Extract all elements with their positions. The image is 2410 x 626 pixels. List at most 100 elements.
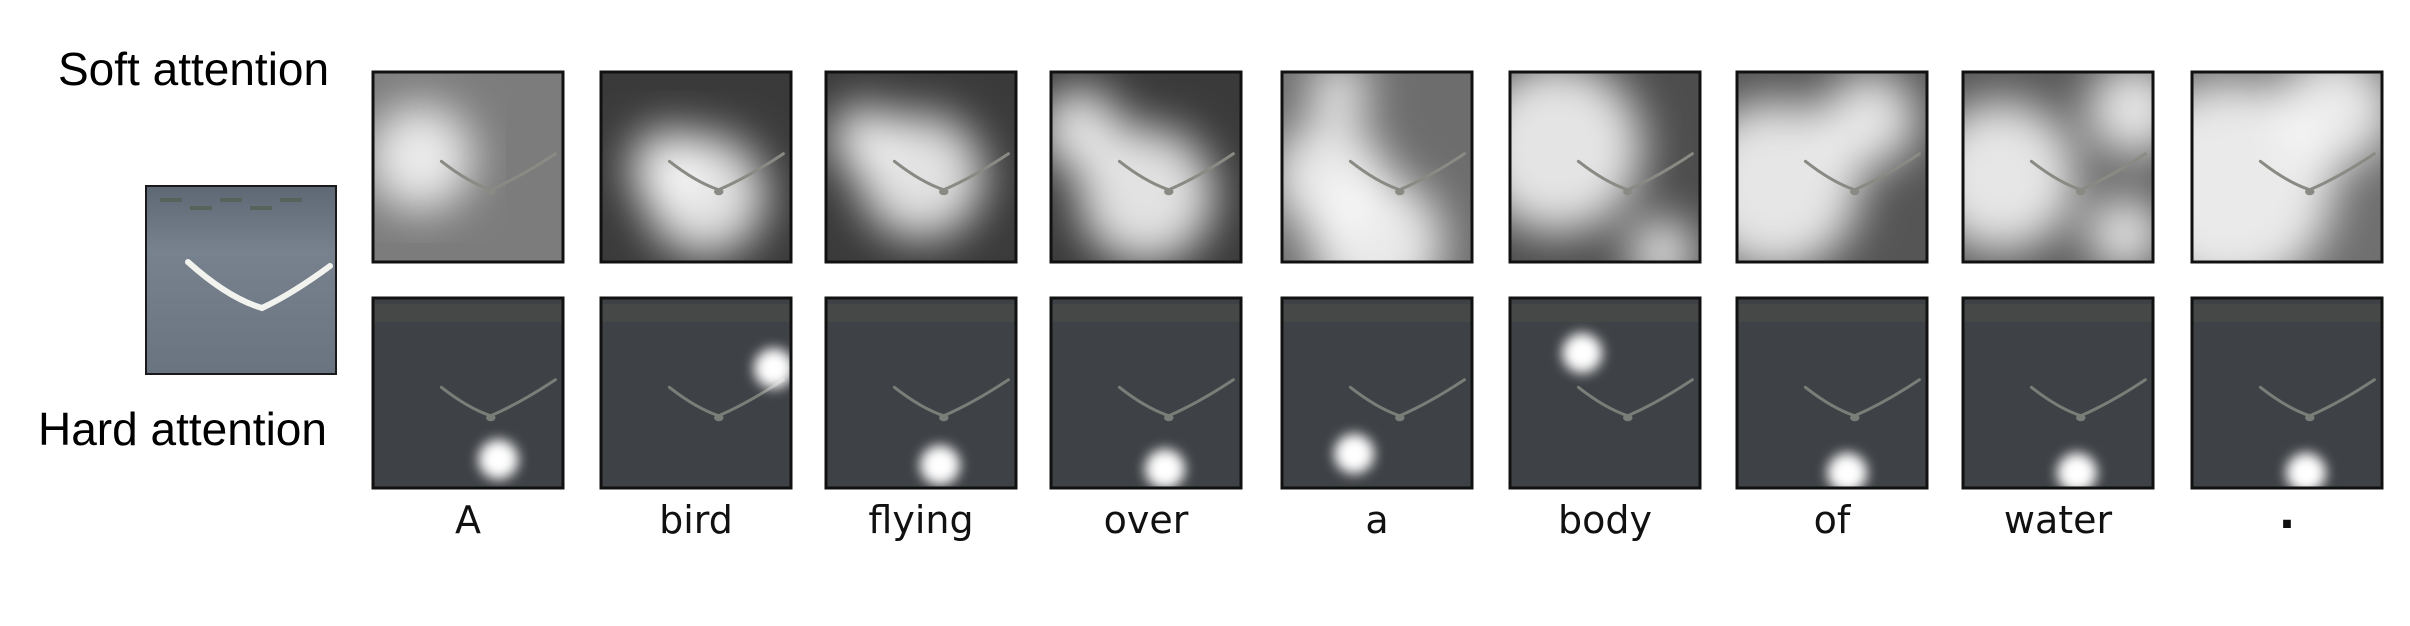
attention-spot <box>1334 433 1375 474</box>
caption-word: A <box>455 498 481 542</box>
caption-word: water <box>2003 498 2113 542</box>
attention-spot <box>1827 452 1868 488</box>
tile-frame <box>1508 296 1702 490</box>
attention-spot <box>2286 452 2326 488</box>
gull-in-flight-icon-body <box>1395 188 1405 196</box>
gull-in-flight-icon <box>185 259 333 312</box>
attention-region <box>1510 72 1643 234</box>
soft-attention-map <box>1508 70 1702 264</box>
gull-in-flight-icon-body <box>2076 188 2086 196</box>
attention-spot <box>920 445 960 486</box>
gull-in-flight-icon-body <box>939 188 949 196</box>
soft-attention-map <box>1961 70 2155 264</box>
attention-background <box>1510 298 1700 488</box>
soft-attention-map <box>2190 70 2384 264</box>
attention-region <box>2086 195 2153 262</box>
tile-frame <box>824 296 1018 490</box>
tile-frame <box>371 296 565 490</box>
ripple <box>190 206 212 210</box>
attention-spot <box>1562 333 1603 374</box>
gull-in-flight-icon-body <box>2076 414 2086 422</box>
attention-region <box>1822 72 1918 167</box>
attention-spot <box>753 348 791 389</box>
tile-frame <box>599 70 793 264</box>
ripple <box>1737 304 1927 322</box>
attention-background <box>2192 298 2382 488</box>
ripple <box>1510 304 1700 322</box>
attention-region <box>1627 218 1697 262</box>
hard-attention-label: Hard attention <box>38 403 327 455</box>
gull-in-flight-icon-body <box>1395 414 1405 422</box>
ripple <box>1051 304 1241 322</box>
attention-spot <box>1145 449 1185 488</box>
caption-word: over <box>1103 498 1189 542</box>
hard-attention-map <box>1508 296 1702 490</box>
hard-attention-row <box>371 296 2384 490</box>
soft-attention-label: Soft attention <box>58 43 330 95</box>
attention-spot <box>2057 452 2097 488</box>
ripple <box>826 304 1016 322</box>
caption-word: of <box>1813 498 1851 542</box>
attention-background <box>826 298 1016 488</box>
hard-attention-map <box>1961 296 2155 490</box>
attention-region <box>373 104 474 211</box>
ripple <box>220 198 242 202</box>
attention-background <box>1051 298 1241 488</box>
ripple <box>1282 304 1472 322</box>
tile-frame <box>1049 70 1243 264</box>
tile-frame <box>1280 70 1474 264</box>
hard-attention-map <box>1735 296 1929 490</box>
ripple <box>1963 304 2153 322</box>
caption-word: bird <box>659 498 733 542</box>
tile-frame <box>1280 296 1474 490</box>
tile-frame <box>1735 296 1929 490</box>
attention-spot <box>478 439 519 480</box>
tile-frame <box>2190 70 2384 264</box>
tile-frame <box>1961 70 2155 264</box>
ripple <box>250 206 272 210</box>
tile-frame <box>1735 70 1929 264</box>
source-image <box>145 185 337 375</box>
gull-in-flight-icon-body <box>2305 188 2315 196</box>
attention-region <box>2277 72 2382 167</box>
tile-frame <box>1508 70 1702 264</box>
attention-region <box>1077 127 1215 262</box>
attention-region <box>1963 100 2077 253</box>
tile-frame <box>1961 296 2155 490</box>
soft-attention-map <box>371 70 565 264</box>
attention-region <box>1051 87 1122 171</box>
gull-in-flight-icon-body <box>1164 414 1174 422</box>
gull-in-flight-icon-body <box>714 188 724 196</box>
attention-region <box>1310 176 1444 262</box>
soft-attention-map <box>1735 70 1929 264</box>
soft-attention-map <box>1280 70 1474 264</box>
tile-frame <box>824 70 1018 264</box>
attention-background <box>1282 298 1472 488</box>
attention-background <box>1963 298 2153 488</box>
caption-word: body <box>1558 498 1652 542</box>
gull-in-flight-icon-body <box>1623 188 1633 196</box>
hard-attention-map <box>1280 296 1474 490</box>
attention-region <box>629 129 706 205</box>
hard-attention-map <box>599 296 793 490</box>
ripple <box>280 198 302 202</box>
gull-in-flight-icon-body <box>1850 188 1860 196</box>
gull-in-flight-icon-body <box>2305 414 2315 422</box>
attention-background <box>601 298 791 488</box>
soft-attention-map <box>1049 70 1243 264</box>
attention-region <box>829 104 899 173</box>
gull-in-flight-icon-body <box>1850 414 1860 422</box>
tile-frame <box>1049 296 1243 490</box>
tile-frame <box>371 70 565 264</box>
attention-region <box>1308 72 1370 122</box>
soft-attention-map <box>599 70 793 264</box>
gull-in-flight-icon-body <box>1164 188 1174 196</box>
gull-in-flight-icon-body <box>486 188 496 196</box>
attention-background <box>373 298 563 488</box>
attention-region <box>2086 72 2153 158</box>
caption-word: a <box>1365 498 1389 542</box>
ripple <box>160 198 182 202</box>
caption-word: . <box>2278 488 2296 539</box>
ripple <box>373 304 563 322</box>
